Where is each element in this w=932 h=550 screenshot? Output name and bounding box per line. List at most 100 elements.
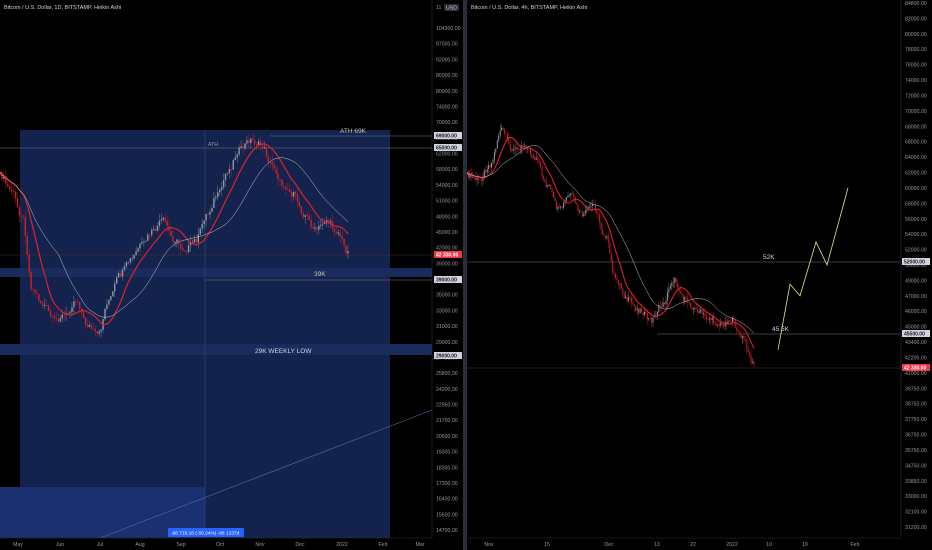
candle bbox=[499, 130, 501, 136]
price-tick: 68000.00 bbox=[905, 124, 927, 130]
candle bbox=[312, 227, 314, 229]
candle bbox=[98, 331, 100, 334]
price-tick: 84800.00 bbox=[905, 1, 927, 7]
candle bbox=[296, 193, 299, 202]
candle bbox=[244, 143, 246, 149]
ema-line bbox=[467, 136, 755, 349]
candle bbox=[141, 242, 143, 244]
price-tick: 42000.00 bbox=[436, 246, 458, 252]
candle bbox=[607, 236, 609, 243]
currency-label: USD bbox=[446, 6, 457, 12]
candle bbox=[731, 317, 733, 322]
candle bbox=[643, 311, 645, 316]
price-tick: 60000.00 bbox=[905, 186, 927, 192]
time-tick: Sep bbox=[176, 542, 185, 548]
candle bbox=[739, 332, 741, 334]
candle bbox=[199, 228, 201, 235]
price-tick: 66000.00 bbox=[905, 140, 927, 146]
candle bbox=[59, 318, 61, 322]
ath-label: ATH bbox=[208, 142, 218, 148]
candle bbox=[277, 173, 279, 180]
candle bbox=[166, 221, 168, 227]
candle bbox=[589, 206, 591, 208]
candle bbox=[116, 277, 118, 284]
candle bbox=[289, 190, 291, 192]
candle bbox=[571, 193, 573, 194]
candle bbox=[579, 211, 580, 212]
candle bbox=[563, 202, 565, 208]
price-tick: 54000.00 bbox=[436, 183, 458, 189]
candle bbox=[250, 138, 252, 143]
candle bbox=[242, 146, 244, 149]
candle bbox=[623, 293, 625, 299]
candle bbox=[635, 305, 637, 311]
candle bbox=[174, 242, 176, 243]
time-tick: Oct bbox=[216, 542, 225, 548]
candle bbox=[489, 165, 491, 168]
candle bbox=[186, 251, 188, 253]
candle bbox=[714, 322, 716, 325]
candle bbox=[679, 291, 681, 294]
candle bbox=[682, 296, 684, 302]
time-tick: Dec bbox=[604, 542, 614, 548]
candle bbox=[654, 315, 655, 318]
candle bbox=[586, 209, 588, 211]
candle bbox=[287, 189, 289, 191]
candle bbox=[512, 148, 514, 151]
price-tick: 80000.00 bbox=[905, 32, 927, 38]
candle bbox=[652, 317, 654, 323]
candle bbox=[55, 318, 58, 320]
candle bbox=[661, 306, 663, 308]
candle bbox=[162, 217, 164, 220]
daily-chart-svg[interactable]: ATH ATH 69K 39K 29K WEEKLY LOW -96 716.1… bbox=[0, 0, 463, 550]
price-tick: 74000.00 bbox=[905, 78, 927, 84]
price-tick: 58000.00 bbox=[905, 201, 927, 207]
candle bbox=[176, 239, 178, 243]
candle bbox=[298, 201, 301, 207]
candle bbox=[12, 191, 15, 192]
candle bbox=[692, 308, 694, 310]
price-axis[interactable] bbox=[432, 0, 463, 538]
candle bbox=[727, 320, 729, 325]
candle bbox=[740, 333, 742, 338]
candle bbox=[154, 228, 157, 231]
candle bbox=[96, 331, 98, 334]
price-axis[interactable] bbox=[901, 0, 932, 538]
four-hour-chart-svg[interactable]: 52K 45.5K Bitcoin / U.S. Dollar, 4h, BIT… bbox=[467, 0, 932, 550]
candle bbox=[86, 325, 89, 327]
candle bbox=[622, 288, 624, 294]
candle bbox=[343, 238, 345, 246]
candle bbox=[638, 308, 640, 313]
price-tick: 58000.00 bbox=[436, 167, 458, 173]
price-tick: 56000.00 bbox=[905, 217, 927, 223]
price-tick: 15500.00 bbox=[436, 512, 458, 518]
candle bbox=[61, 314, 63, 319]
candle bbox=[219, 189, 221, 193]
candle bbox=[308, 215, 310, 220]
candle bbox=[137, 248, 139, 252]
daily-chart-panel[interactable]: ATH ATH 69K 39K 29K WEEKLY LOW -96 716.1… bbox=[0, 0, 463, 550]
four-hour-chart-panel[interactable]: 52K 45.5K Bitcoin / U.S. Dollar, 4h, BIT… bbox=[467, 0, 932, 550]
price-tick: 39000.00 bbox=[436, 261, 458, 267]
candle bbox=[711, 317, 713, 320]
candle bbox=[182, 248, 184, 251]
candle bbox=[704, 313, 706, 317]
candle bbox=[22, 216, 24, 218]
candle bbox=[139, 243, 141, 249]
candle bbox=[257, 141, 260, 145]
candle bbox=[71, 307, 73, 312]
candle bbox=[226, 172, 229, 174]
candle bbox=[57, 319, 59, 322]
panel-divider[interactable] bbox=[463, 0, 467, 550]
candle bbox=[547, 184, 549, 187]
candle bbox=[592, 204, 593, 206]
time-ticks: Nov 15 Dec 13 22 2022 10 19 Feb bbox=[484, 542, 859, 548]
candle bbox=[184, 250, 186, 252]
candle bbox=[749, 352, 751, 356]
candle bbox=[32, 289, 34, 290]
candle bbox=[753, 361, 755, 365]
candle bbox=[609, 242, 611, 253]
candle bbox=[744, 339, 746, 341]
candle bbox=[117, 273, 120, 278]
price-tick: 35750.00 bbox=[905, 448, 927, 454]
